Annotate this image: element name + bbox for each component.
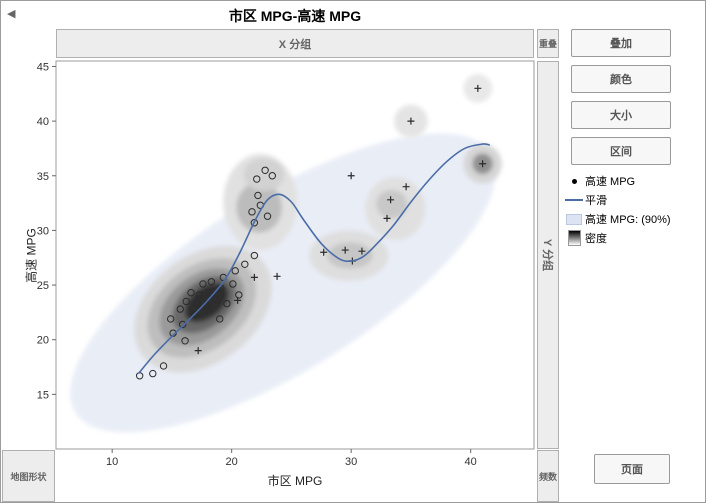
y-tick-label: 30 bbox=[37, 225, 49, 237]
scatter-point-circle bbox=[195, 291, 204, 299]
drop-zone-y-group-label: Y 分组 bbox=[541, 238, 554, 272]
scatter-point-circle bbox=[250, 219, 259, 227]
drop-zone-overlap[interactable]: 重叠 bbox=[537, 29, 559, 58]
scatter-point-circle bbox=[248, 208, 256, 216]
line-swatch-icon bbox=[563, 199, 585, 201]
x-tick-label: 40 bbox=[465, 456, 477, 468]
y-tick-label: 20 bbox=[37, 335, 49, 347]
y-tick-label: 45 bbox=[37, 61, 49, 73]
scatter-point-circle bbox=[254, 191, 262, 200]
scatter-point-circle bbox=[187, 289, 195, 297]
scatter-point-plus bbox=[474, 84, 482, 92]
size-button[interactable]: 大小 bbox=[571, 101, 671, 129]
smooth-line bbox=[137, 143, 490, 375]
scatter-point-circle bbox=[253, 175, 261, 183]
legend-item-points[interactable]: 高速 MPG bbox=[563, 173, 705, 189]
scatter-point-circle bbox=[205, 289, 213, 297]
scatter-point-circle bbox=[229, 280, 237, 288]
scatter-point-circle bbox=[199, 280, 207, 288]
gradient-swatch-icon bbox=[563, 230, 585, 246]
scatter-point-plus bbox=[250, 273, 258, 281]
x-tick-label: 10 bbox=[106, 456, 118, 468]
scatter-point-plus bbox=[358, 247, 366, 255]
scatter-point-circle bbox=[250, 251, 259, 260]
overlay-button[interactable]: 叠加 bbox=[571, 29, 671, 57]
scatter-point-circle bbox=[268, 172, 276, 180]
density-contour bbox=[243, 158, 285, 192]
scatter-point-circle bbox=[178, 320, 187, 329]
scatter-point-circle bbox=[235, 291, 243, 299]
scatter-point-plus bbox=[402, 183, 410, 191]
scatter-point-circle bbox=[182, 297, 190, 306]
scatter-point-circle bbox=[211, 295, 219, 303]
point-marker-icon bbox=[563, 178, 585, 184]
scatter-point-circle bbox=[167, 315, 175, 323]
y-tick-label: 15 bbox=[37, 389, 49, 401]
x-axis-label: 市区 MPG bbox=[267, 474, 323, 488]
scatter-point-circle bbox=[223, 299, 231, 308]
scatter-point-plus bbox=[387, 196, 395, 204]
scatter-point-plus bbox=[341, 246, 349, 254]
scatter-point-circle bbox=[263, 212, 272, 220]
page-button[interactable]: 页面 bbox=[594, 454, 670, 484]
x-tick-label: 30 bbox=[345, 456, 357, 468]
legend-item-contour[interactable]: 高速 MPG: (90%) bbox=[563, 211, 705, 227]
scatter-point-plus bbox=[234, 296, 242, 304]
x-tick-label: 20 bbox=[226, 456, 238, 468]
legend-item-density[interactable]: 密度 bbox=[563, 230, 705, 246]
scatter-point-circle bbox=[261, 166, 269, 174]
scatter-point-plus bbox=[479, 160, 487, 168]
legend-item-label: 高速 MPG: (90%) bbox=[585, 214, 671, 226]
scatter-point-circle bbox=[190, 310, 199, 319]
scatter-point-plus bbox=[320, 248, 328, 256]
area-swatch-icon bbox=[563, 213, 585, 225]
scatter-point-circle bbox=[181, 337, 189, 345]
legend-item-label: 平滑 bbox=[585, 195, 607, 207]
scatter-point-circle bbox=[159, 362, 168, 370]
scatter-point-circle bbox=[241, 260, 249, 268]
density-contour bbox=[376, 189, 408, 219]
scatter-point-plus bbox=[407, 117, 415, 125]
scatter-point-plus bbox=[273, 272, 281, 280]
legend: 高速 MPG 平滑 高速 MPG: (90%) 密度 bbox=[563, 173, 705, 249]
scatter-point-plus bbox=[347, 172, 355, 180]
plot-area[interactable]: 15 20 25 30 35 40 45 10 20 30 40 bbox=[1, 57, 536, 503]
scatter-point-plus bbox=[383, 214, 391, 222]
drop-zone-y-group[interactable]: Y 分组 bbox=[537, 61, 559, 449]
scatter-point-circle bbox=[193, 299, 201, 308]
scatter-point-circle bbox=[207, 278, 216, 286]
legend-item-label: 密度 bbox=[585, 233, 607, 245]
scatter-point-plus bbox=[194, 347, 202, 355]
color-button[interactable]: 颜色 bbox=[571, 65, 671, 93]
drop-zone-frequency[interactable]: 频数 bbox=[537, 450, 559, 502]
collapse-panel-icon[interactable]: ◀ bbox=[7, 8, 16, 20]
drop-zone-x-group[interactable]: X 分组 bbox=[56, 29, 534, 58]
scatter-point-circle bbox=[216, 315, 224, 323]
drop-zone-map-shape[interactable]: 地图形状 bbox=[2, 450, 55, 502]
scatter-point-circle bbox=[231, 267, 239, 275]
scatter-point-circle bbox=[149, 369, 157, 378]
y-axis-label: 高速 MPG bbox=[24, 228, 39, 283]
y-tick-label: 25 bbox=[37, 280, 49, 292]
y-tick-label: 35 bbox=[37, 171, 49, 183]
plot-border bbox=[55, 60, 535, 450]
density-contour bbox=[236, 182, 282, 233]
y-tick-label: 40 bbox=[37, 116, 49, 128]
legend-item-label: 高速 MPG bbox=[585, 176, 636, 188]
legend-item-smoother[interactable]: 平滑 bbox=[563, 192, 705, 208]
interval-button[interactable]: 区间 bbox=[571, 137, 671, 165]
scatter-point-circle bbox=[176, 305, 184, 313]
graph-title: 市区 MPG-高速 MPG bbox=[228, 8, 362, 24]
